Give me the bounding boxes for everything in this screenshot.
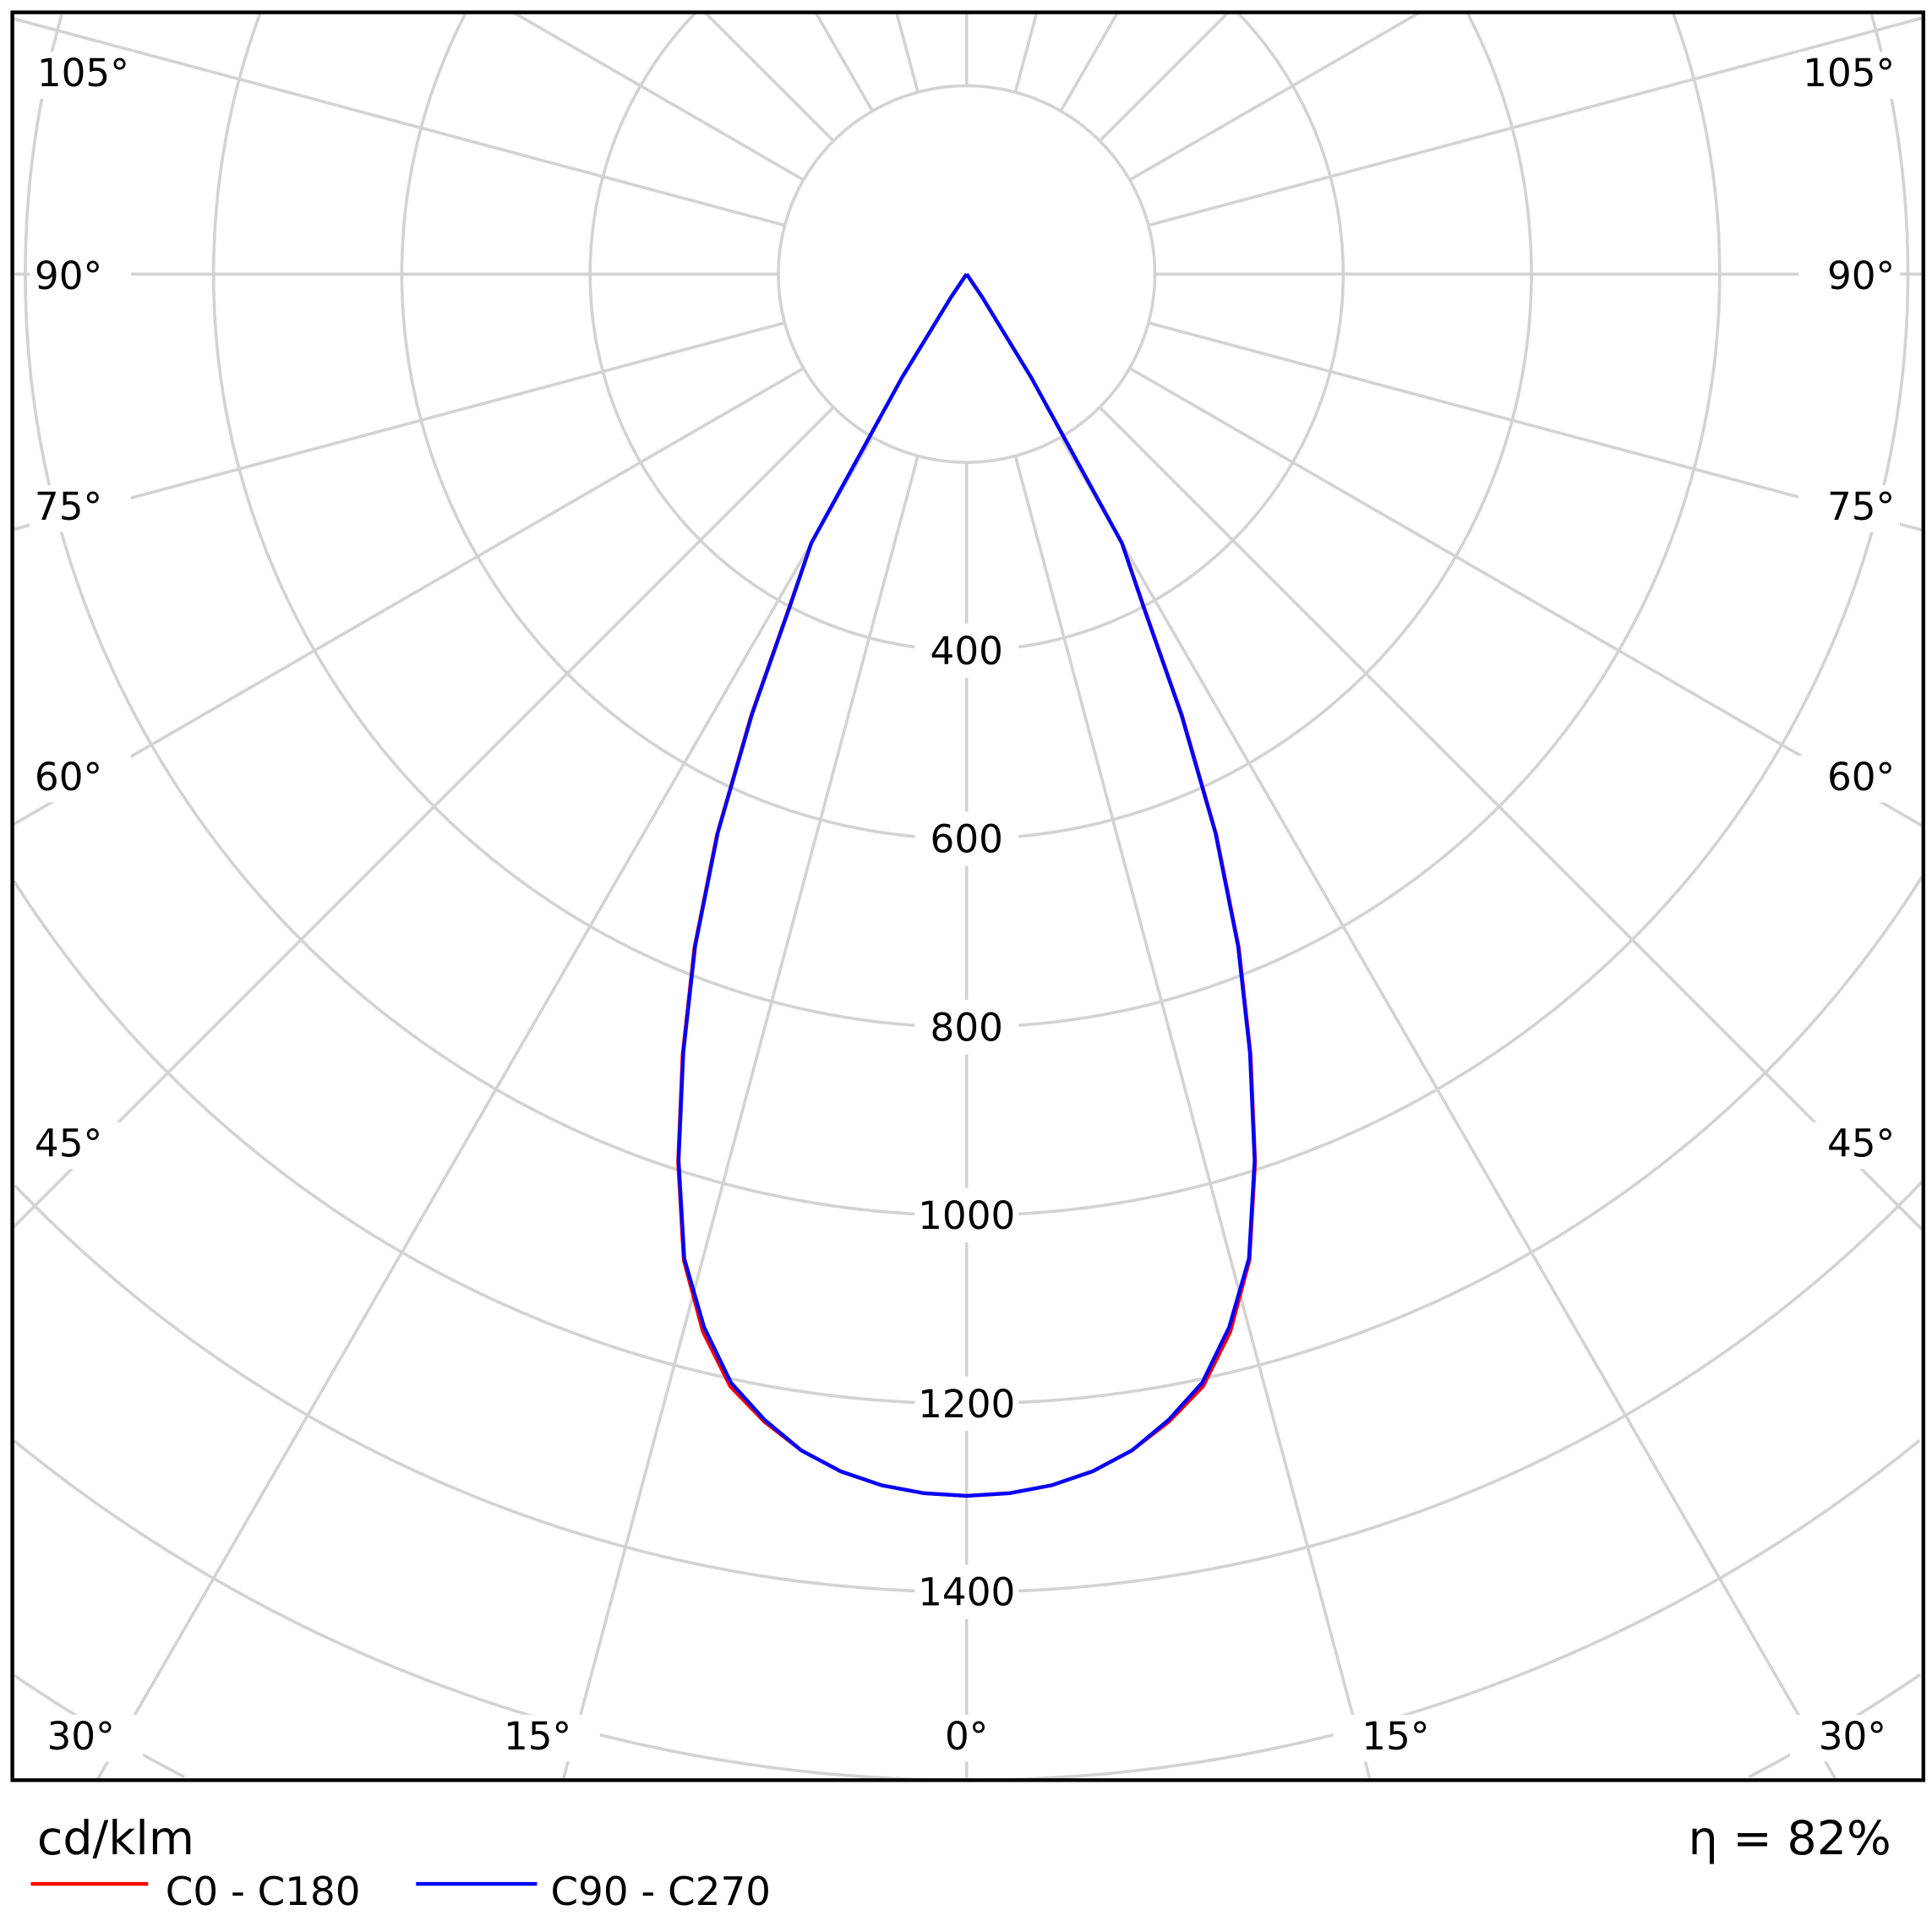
radial-tick-label: 600 (931, 817, 1003, 862)
grid-spoke-165 (1013, 12, 1039, 93)
curves (676, 273, 1258, 1498)
angle-label-left: 60° (35, 755, 102, 800)
radial-tick-labels: 400 600 800 1000 1200 1400 (914, 623, 1019, 1619)
efficiency-label: η = 82% (1688, 1811, 1891, 1866)
angle-label-right: 75° (1827, 484, 1895, 529)
grid-circle-400 (588, 12, 1345, 652)
radial-tick-label: 1200 (918, 1382, 1015, 1427)
grid-spoke-105 (1148, 16, 1924, 227)
grid-spoke-30 (1059, 436, 1838, 1781)
grid-circle-1200 (12, 876, 1924, 1405)
grid-spoke-120 (1128, 12, 1422, 182)
angle-label-left: 15° (504, 1714, 571, 1759)
grid-spoke-15 (1013, 455, 1372, 1781)
polar-grid (12, 12, 1924, 1781)
grid-circle-600 (400, 12, 1533, 841)
grid-spoke-285 (12, 321, 786, 532)
angle-label-right: 15° (1362, 1714, 1429, 1759)
angle-label-right: 105° (1803, 51, 1895, 96)
grid-spoke-210 (814, 12, 874, 112)
plot-frame (10, 10, 1925, 1782)
grid-circle-1400 (14, 1180, 1924, 1594)
angle-label-left: 30° (47, 1714, 115, 1759)
grid-spoke-255 (12, 16, 786, 227)
grid-spoke-240 (512, 12, 805, 182)
grid-circle-1600 (13, 1438, 1921, 1781)
angle-tick-labels: 105° 90° 75° 60° 45° 30° 15° 15° 30° 45° 60° 75° 90°… (30, 51, 1901, 1762)
angle-label-left: 45° (35, 1122, 102, 1166)
radial-tick-label: 400 (931, 629, 1003, 674)
grid-spoke-225 (703, 12, 835, 143)
grid-spoke-135 (1098, 12, 1230, 143)
grid-circle-800 (211, 13, 1722, 1029)
grid-spoke-300 (12, 367, 805, 827)
angle-label-right: 45° (1827, 1122, 1895, 1166)
series-curve-1 (676, 273, 1257, 1498)
grid-spoke-45 (1098, 406, 1924, 1232)
angle-label-left: 90° (35, 254, 102, 298)
grid-spoke-345 (561, 455, 920, 1781)
grid-spoke-195 (894, 12, 920, 93)
angle-label-left: 75° (35, 484, 102, 529)
angle-label-right: 30° (1819, 1714, 1886, 1759)
angle-label-right: 60° (1827, 755, 1895, 800)
grid-spoke-75 (1148, 321, 1924, 532)
legend-label-c90: C90 - C270 (550, 1869, 771, 1915)
grid-spoke-150 (1059, 12, 1120, 112)
angle-label-left: 105° (37, 51, 129, 96)
angle-label-right: 90° (1827, 254, 1895, 298)
legend-label-c0: C0 - C180 (166, 1869, 361, 1915)
radial-tick-label: 1400 (918, 1570, 1015, 1615)
unit-label: cd/klm (37, 1811, 194, 1866)
angle-label-center: 0° (945, 1714, 988, 1759)
grid-spoke-330 (96, 436, 874, 1781)
grid-spoke-60 (1128, 367, 1924, 828)
grid-spoke-315 (12, 406, 835, 1230)
radial-tick-label: 800 (931, 1005, 1003, 1050)
radial-tick-label: 1000 (918, 1193, 1015, 1238)
